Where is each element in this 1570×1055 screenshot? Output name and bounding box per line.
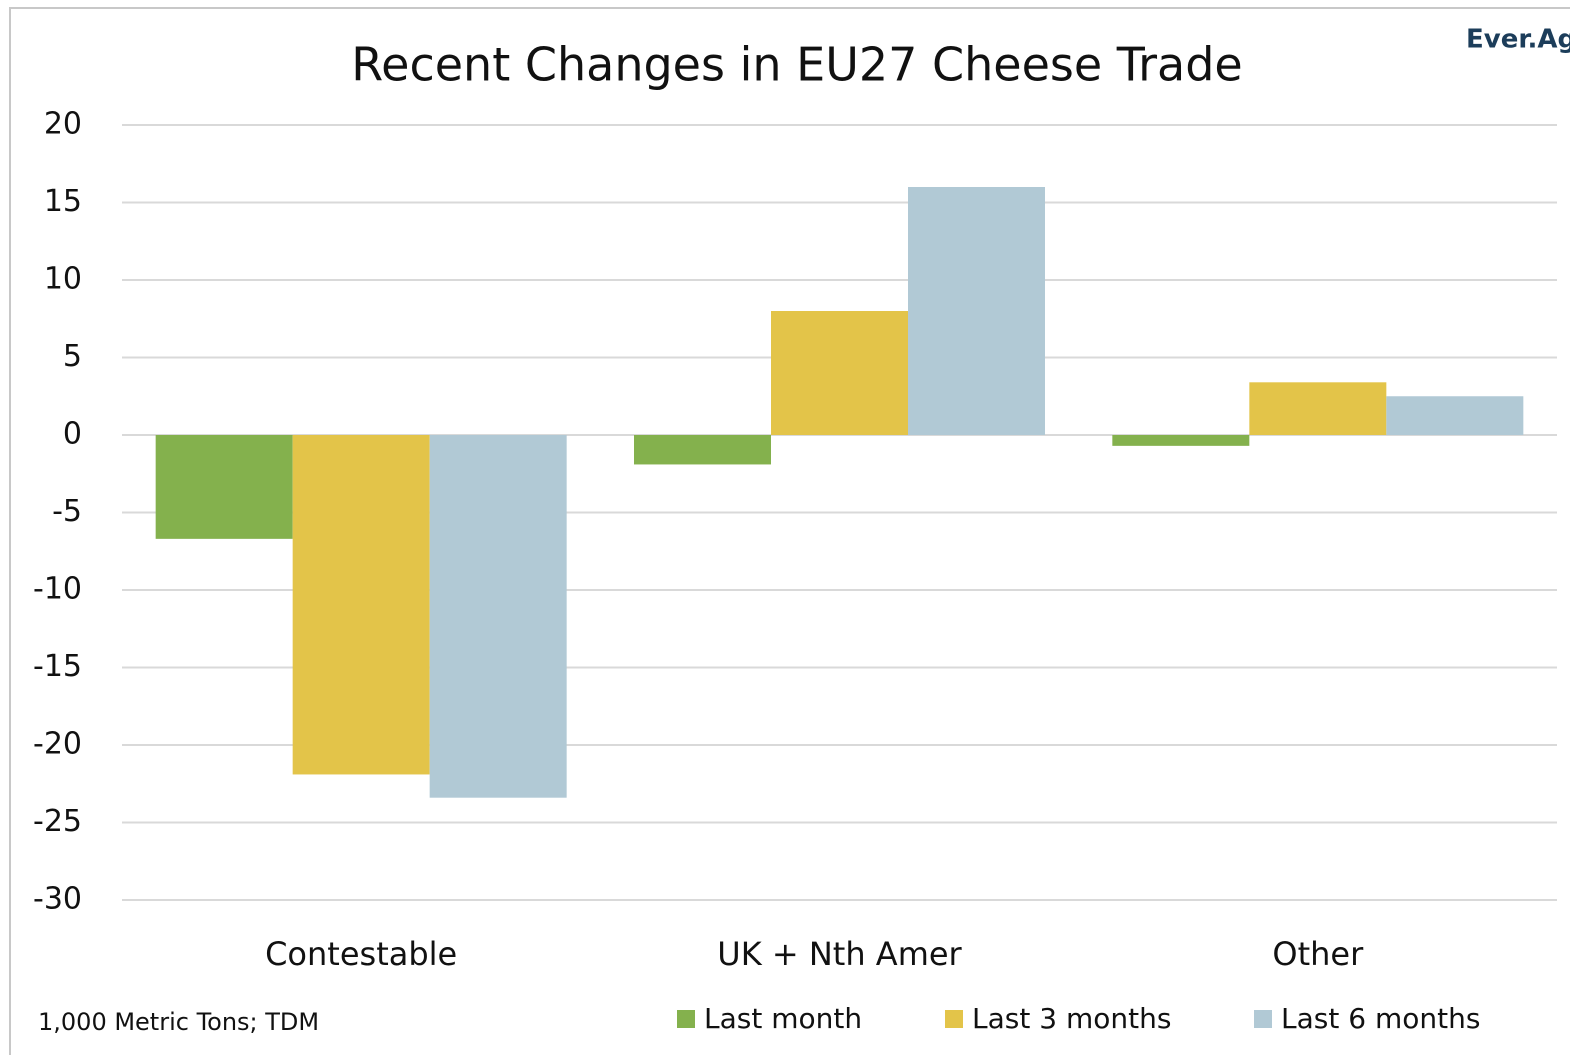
logo: Ever.Ag [1466,25,1570,55]
bar [908,187,1045,435]
x-tick-label: UK + Nth Amer [717,935,962,973]
bar [634,435,771,465]
legend-label: Last 6 months [1281,1002,1480,1035]
legend-label: Last 3 months [972,1002,1171,1035]
bar [292,435,430,775]
y-tick-label: 20 [44,107,82,142]
chart-title: Recent Changes in EU27 Cheese Trade [351,38,1242,92]
y-tick-label: -10 [33,572,82,607]
x-tick-label: Other [1272,935,1364,973]
y-tick-label: -20 [33,727,82,762]
y-tick-label: -5 [52,494,82,529]
y-tick-label: -15 [33,649,82,684]
y-tick-label: 0 [63,417,82,452]
bar [1386,396,1524,435]
y-tick-label: 15 [44,184,82,219]
bar [155,435,293,539]
chart-frame [9,7,1570,1055]
note: 1,000 Metric Tons; TDM [38,1008,319,1036]
x-tick-label: Contestable [265,935,457,973]
bar [1112,435,1250,446]
y-tick-label: -30 [33,882,82,917]
legend-swatch [1254,1010,1272,1028]
legend-label: Last month [704,1002,862,1035]
legend-swatch [677,1010,695,1028]
y-tick-label: -25 [33,804,82,839]
y-tick-label: 5 [63,339,82,374]
legend-swatch [945,1010,963,1028]
bar [771,311,908,435]
y-tick-label: 10 [44,262,82,297]
bar [1249,382,1387,435]
bar [429,435,567,798]
